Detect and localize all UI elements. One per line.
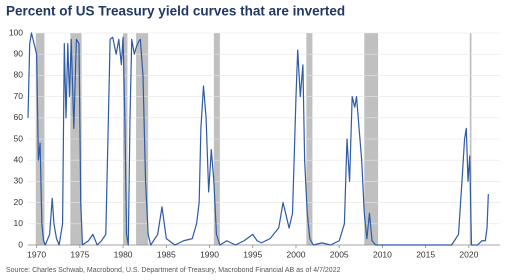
x-tick-label: 1990: [200, 249, 219, 259]
y-tick-label: 30: [14, 176, 24, 186]
chart-title: Percent of US Treasury yield curves that…: [6, 4, 345, 19]
x-tick-label: 2015: [416, 249, 435, 259]
source-note: Source: Charles Schwab, Macrobond, U.S. …: [6, 267, 341, 274]
y-tick-label: 70: [14, 91, 24, 101]
y-tick-label: 50: [14, 133, 24, 143]
y-tick-label: 90: [14, 48, 24, 58]
y-tick-label: 60: [14, 112, 24, 122]
y-tick-label: 10: [14, 218, 24, 228]
y-tick-label: 80: [14, 70, 24, 80]
x-tick-label: 2010: [373, 249, 392, 259]
y-tick-label: 0: [18, 239, 23, 249]
x-tick-label: 1970: [27, 249, 46, 259]
x-tick-label: 2000: [287, 249, 306, 259]
y-tick-label: 40: [14, 154, 24, 164]
series-line: [27, 32, 489, 246]
x-tick-label: 1985: [157, 249, 176, 259]
x-tick-label: 2005: [330, 249, 349, 259]
x-tick-label: 2020: [459, 249, 478, 259]
x-tick-label: 1975: [70, 249, 89, 259]
x-tick-label: 1995: [243, 249, 262, 259]
y-tick-label: 20: [14, 197, 24, 207]
x-tick-label: 1980: [114, 249, 133, 259]
y-tick-label: 100: [9, 27, 23, 37]
